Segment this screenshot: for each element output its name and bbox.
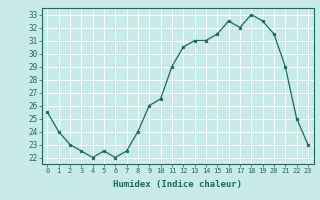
X-axis label: Humidex (Indice chaleur): Humidex (Indice chaleur) — [113, 180, 242, 189]
